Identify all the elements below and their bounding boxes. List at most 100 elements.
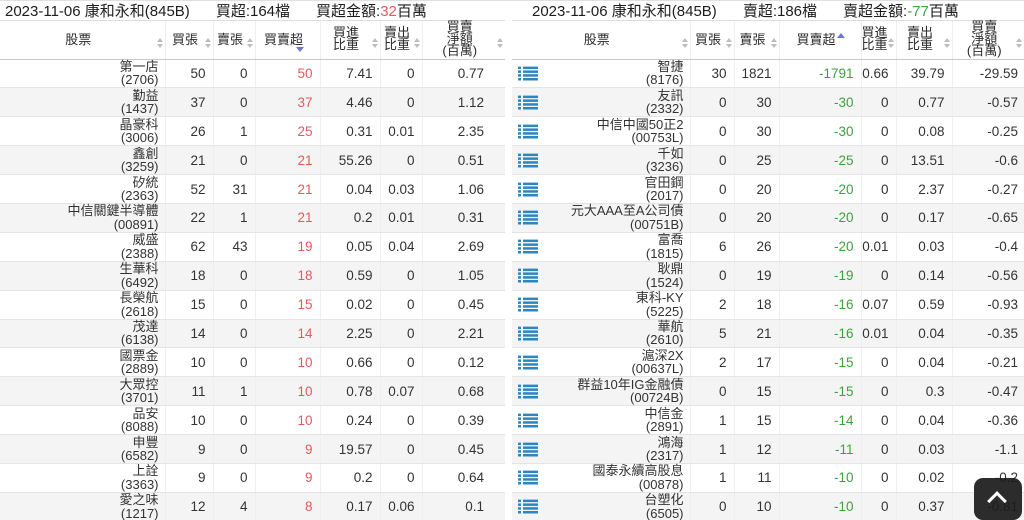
table-row[interactable]: 千如 (3236) 0 25 -25 0 13.51 -0.6 [512, 145, 1024, 176]
table-row[interactable]: 勤益 (1437) 37 0 37 4.46 0 1.12 [0, 87, 505, 118]
stock-name[interactable]: 元大AAA至A公司債 [570, 203, 684, 219]
stock-name[interactable]: 第一店 [119, 58, 159, 74]
buy-weight-value: 0.17 [319, 492, 380, 520]
col-header-net-amount[interactable]: 買賣 淨額 (百萬) [951, 20, 1024, 60]
stock-name[interactable]: 大眾控 [119, 376, 159, 392]
list-icon[interactable] [518, 326, 538, 341]
stock-name[interactable]: 官田鋼 [644, 174, 684, 190]
list-icon[interactable] [518, 153, 538, 168]
table-row[interactable]: 元大AAA至A公司債 (00751B) 0 20 -20 0 0.17 -0.6… [512, 203, 1024, 233]
stock-name[interactable]: 國票金 [119, 347, 159, 363]
table-row[interactable]: 智捷 (8176) 30 1821 -1791 0.66 39.79 -29.5… [512, 58, 1024, 89]
table-row[interactable]: 矽統 (2363) 52 31 21 0.04 0.03 1.06 [0, 174, 505, 204]
col-header-buy-weight[interactable]: 買進 比重 [319, 21, 380, 60]
stock-name[interactable]: 矽統 [132, 174, 159, 190]
stock-name[interactable]: 生華科 [119, 261, 159, 277]
stock-name[interactable]: 勤益 [132, 87, 159, 103]
list-icon[interactable] [518, 499, 538, 514]
stock-name[interactable]: 長榮航 [119, 290, 159, 306]
col-header-net-lots[interactable]: 買賣超 [778, 21, 861, 60]
scroll-to-top-button[interactable] [974, 478, 1022, 520]
table-row[interactable]: 中信關鍵半導體 (00891) 22 1 21 0.2 0.01 0.31 [0, 203, 505, 233]
col-header-net-amount[interactable]: 買賣 淨額 (百萬) [421, 20, 505, 60]
col-header-stock[interactable]: 股票 [512, 21, 690, 60]
list-icon[interactable] [518, 297, 538, 312]
table-row[interactable]: 鑫創 (3259) 21 0 21 55.26 0 0.51 [0, 145, 505, 176]
stock-name[interactable]: 台塑化 [644, 492, 684, 508]
table-row[interactable]: 大眾控 (3701) 11 1 10 0.78 0.07 0.68 [0, 376, 505, 407]
sell-amount-value: -77 [907, 3, 929, 20]
list-icon[interactable] [518, 442, 538, 457]
col-header-sell-weight[interactable]: 賣出 比重 [895, 21, 952, 60]
list-icon[interactable] [518, 384, 538, 399]
sell-amount-unit: 百萬 [928, 3, 959, 20]
stock-name[interactable]: 品安 [132, 405, 159, 421]
table-row[interactable]: 華航 (2610) 5 21 -16 0.01 0.04 -0.35 [512, 318, 1024, 349]
stock-name[interactable]: 國泰永續高股息 [592, 463, 684, 479]
col-header-net-lots[interactable]: 買賣超 [254, 21, 320, 60]
stock-name[interactable]: 千如 [657, 145, 684, 161]
list-icon[interactable] [518, 355, 538, 370]
list-icon[interactable] [518, 268, 538, 283]
stock-name[interactable]: 上詮 [132, 463, 159, 479]
table-row[interactable]: 滬深2X (00637L) 2 17 -15 0 0.04 -0.21 [512, 347, 1024, 378]
stock-name[interactable]: 華航 [657, 318, 684, 334]
stock-name[interactable]: 中信金 [644, 405, 684, 421]
table-row[interactable]: 國泰永續高股息 (00878) 1 11 -10 0 0.02 -0.2 [512, 463, 1024, 493]
col-header-sell-lots[interactable]: 賣張 [212, 21, 255, 60]
stock-name[interactable]: 愛之味 [119, 492, 159, 508]
table-row[interactable]: 申豐 (6582) 9 0 9 19.57 0 0.45 [0, 434, 505, 464]
table-row[interactable]: 國票金 (2889) 10 0 10 0.66 0 0.12 [0, 347, 505, 378]
stock-name[interactable]: 友訊 [657, 87, 684, 103]
table-row[interactable]: 東科-KY (5225) 2 18 -16 0.07 0.59 -0.93 [512, 290, 1024, 320]
stock-name[interactable]: 鴻海 [657, 434, 684, 450]
table-row[interactable]: 官田鋼 (2017) 0 20 -20 0 2.37 -0.27 [512, 174, 1024, 204]
col-header-stock[interactable]: 股票 [0, 21, 165, 60]
list-icon[interactable] [518, 182, 538, 197]
table-row[interactable]: 長榮航 (2618) 15 0 15 0.02 0 0.45 [0, 290, 505, 320]
stock-name[interactable]: 滬深2X [641, 347, 684, 363]
table-row[interactable]: 上詮 (3363) 9 0 9 0.2 0 0.64 [0, 463, 505, 493]
stock-name[interactable]: 茂達 [132, 318, 159, 334]
col-header-buy-weight[interactable]: 買進 比重 [860, 21, 896, 60]
col-header-sell-lots[interactable]: 賣張 [733, 21, 779, 60]
table-row[interactable]: 耿鼎 (1524) 0 19 -19 0 0.14 -0.56 [512, 261, 1024, 291]
table-row[interactable]: 晶豪科 (3006) 26 1 25 0.31 0.01 2.35 [0, 116, 505, 147]
stock-name[interactable]: 耿鼎 [657, 261, 684, 277]
list-icon[interactable] [518, 413, 538, 428]
table-row[interactable]: 愛之味 (1217) 12 4 8 0.17 0.06 0.1 [0, 492, 505, 520]
stock-name[interactable]: 富喬 [657, 232, 684, 248]
col-header-sell-weight[interactable]: 賣出 比重 [379, 21, 422, 60]
stock-name[interactable]: 群益10年IG金融債 [577, 376, 684, 392]
list-icon[interactable] [518, 95, 538, 110]
report-title: 2023-11-06 康和永和(845B) [532, 3, 717, 20]
list-icon[interactable] [518, 66, 538, 81]
stock-name[interactable]: 鑫創 [132, 145, 159, 161]
list-icon[interactable] [518, 124, 538, 139]
stock-name[interactable]: 申豐 [132, 434, 159, 450]
sell-weight-value: 0.14 [895, 261, 952, 291]
stock-name[interactable]: 中信關鍵半導體 [67, 203, 159, 219]
table-row[interactable]: 生華科 (6492) 18 0 18 0.59 0 1.05 [0, 261, 505, 291]
list-icon[interactable] [518, 210, 538, 225]
stock-name[interactable]: 威盛 [132, 232, 159, 248]
table-row[interactable]: 鴻海 (2317) 1 12 -11 0 0.03 -1.1 [512, 434, 1024, 464]
table-row[interactable]: 友訊 (2332) 0 30 -30 0 0.77 -0.57 [512, 87, 1024, 118]
table-row[interactable]: 群益10年IG金融債 (00724B) 0 15 -15 0 0.3 -0.47 [512, 376, 1024, 407]
stock-name[interactable]: 東科-KY [635, 290, 684, 306]
table-row[interactable]: 第一店 (2706) 50 0 50 7.41 0 0.77 [0, 58, 505, 89]
table-row[interactable]: 中信中國50正2 (00753L) 0 30 -30 0 0.08 -0.25 [512, 116, 1024, 147]
col-header-buy-lots[interactable]: 買張 [689, 21, 734, 60]
table-row[interactable]: 中信金 (2891) 1 15 -14 0 0.04 -0.36 [512, 405, 1024, 436]
table-row[interactable]: 富喬 (1815) 6 26 -20 0.01 0.03 -0.4 [512, 232, 1024, 262]
table-row[interactable]: 台塑化 (6505) 0 10 -10 0 0.37 -0.81 [512, 492, 1024, 520]
col-header-buy-lots[interactable]: 買張 [164, 21, 213, 60]
table-row[interactable]: 茂達 (6138) 14 0 14 2.25 0 2.21 [0, 318, 505, 349]
list-icon[interactable] [518, 239, 538, 254]
list-icon[interactable] [518, 470, 538, 485]
stock-name[interactable]: 晶豪科 [119, 116, 159, 132]
table-row[interactable]: 品安 (8088) 10 0 10 0.24 0 0.39 [0, 405, 505, 436]
table-row[interactable]: 威盛 (2388) 62 43 19 0.05 0.04 2.69 [0, 232, 505, 262]
stock-name[interactable]: 智捷 [657, 58, 684, 74]
stock-name[interactable]: 中信中國50正2 [596, 116, 684, 132]
